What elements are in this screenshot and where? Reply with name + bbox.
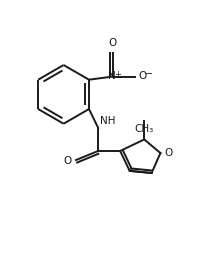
Text: CH₃: CH₃ [135, 124, 154, 134]
Text: −: − [145, 69, 153, 79]
Text: O: O [139, 71, 147, 81]
Text: O: O [109, 38, 117, 48]
Text: O: O [164, 148, 172, 158]
Text: N: N [108, 71, 116, 81]
Text: +: + [114, 69, 121, 79]
Text: O: O [63, 156, 71, 166]
Text: NH: NH [100, 116, 116, 126]
